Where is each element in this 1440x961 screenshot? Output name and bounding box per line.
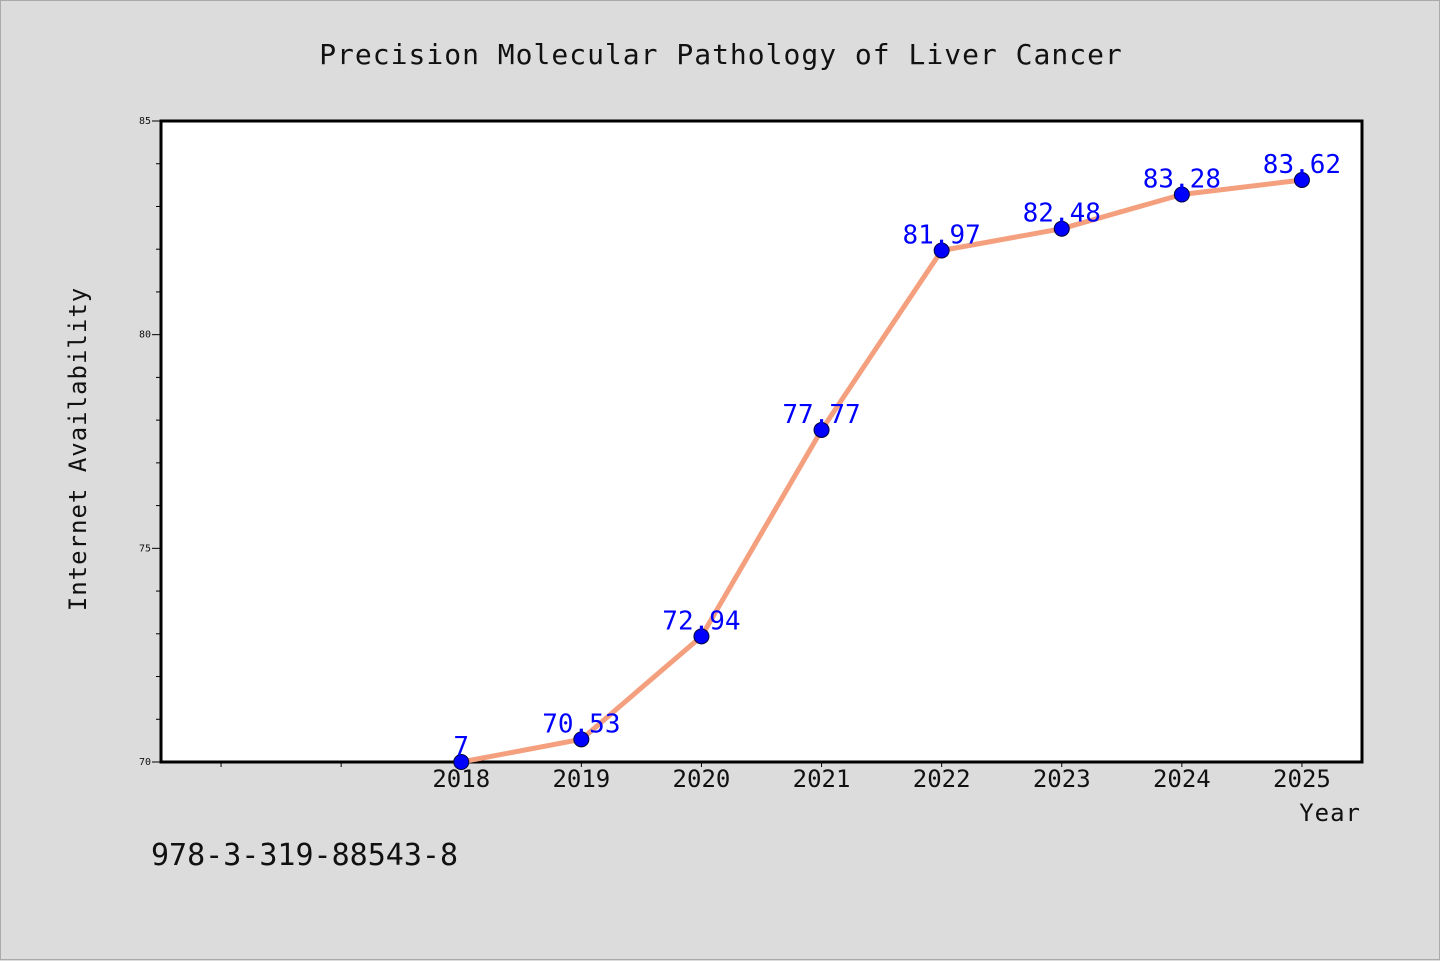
data-point-marker: [1053, 220, 1070, 237]
data-point-marker: [1173, 186, 1190, 203]
data-point-marker: [1293, 171, 1310, 188]
data-label: 70.53: [542, 709, 620, 739]
x-tick-label: 2023: [1033, 765, 1091, 793]
data-point-marker: [813, 421, 830, 438]
x-tick-label: 2019: [552, 765, 610, 793]
data-point-marker: [453, 754, 470, 770]
data-label: 83.28: [1143, 165, 1221, 195]
y-tick-label: 70: [139, 757, 151, 768]
y-axis-label: Internet Availability: [64, 287, 92, 611]
data-point-marker: [933, 242, 950, 259]
x-tick-label: 2025: [1273, 765, 1331, 793]
y-tick-label: 80: [139, 330, 151, 341]
x-axis: 2018 2019 2020 2021 2022 2023 2024 2025: [220, 762, 1331, 793]
data-label: 77.77: [782, 400, 860, 430]
data-label: 82.48: [1023, 199, 1101, 229]
y-axis: 70 75 80 85: [139, 116, 161, 768]
x-tick-label: 2024: [1153, 765, 1211, 793]
data-point-marker: [693, 628, 710, 645]
data-label: 72.94: [662, 606, 740, 636]
series-group: 7 70.53 72.94 77.77 81.97 82.48 83.28 83.62: [453, 150, 1341, 770]
data-label: 81.97: [903, 220, 981, 250]
chart-title: Precision Molecular Pathology of Liver C…: [319, 38, 1123, 71]
plot-area: [159, 119, 1364, 764]
data-label: 7: [453, 732, 469, 762]
y-tick-label: 75: [139, 543, 151, 554]
x-tick-label: 2021: [793, 765, 851, 793]
data-label: 83.62: [1263, 150, 1341, 180]
x-tick-label: 2020: [673, 765, 731, 793]
y-tick-label: 85: [139, 116, 151, 127]
x-tick-label: 2022: [913, 765, 971, 793]
series-line: [458, 177, 1305, 765]
data-point-marker: [573, 731, 590, 748]
isbn-text: 978-3-319-88543-8: [151, 838, 458, 873]
x-axis-label: Year: [1299, 799, 1361, 827]
